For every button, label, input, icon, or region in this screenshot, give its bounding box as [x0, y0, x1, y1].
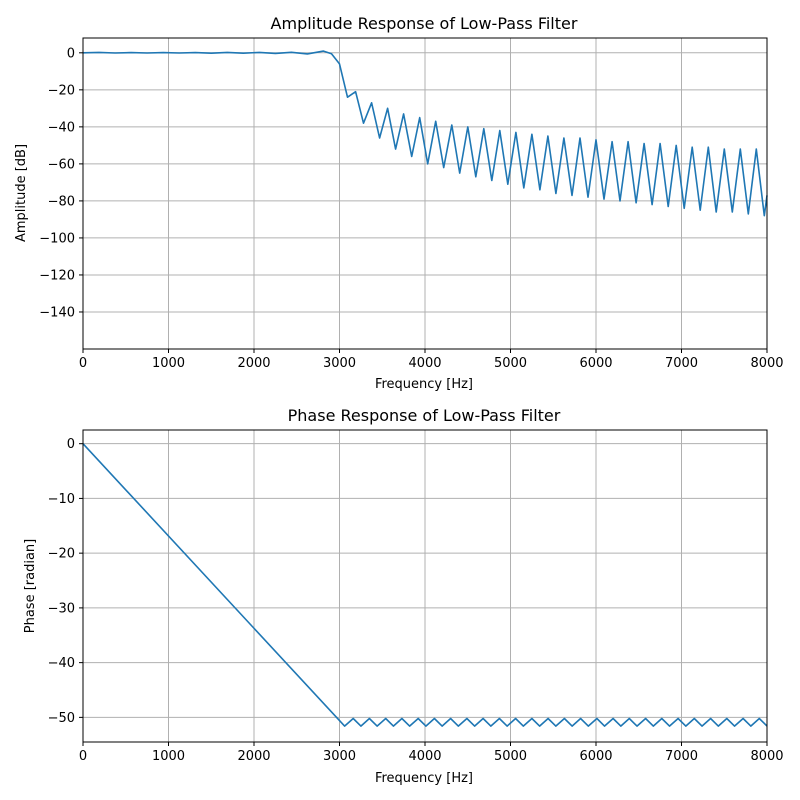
amplitude-y-tick-label: −120 — [39, 268, 75, 283]
phase-grid — [82, 430, 768, 742]
phase-x-tick-label: 4000 — [408, 749, 441, 764]
amplitude-x-tick-label: 1000 — [152, 356, 185, 371]
amplitude-y-axis-label: Amplitude [dB] — [14, 144, 29, 242]
amplitude-y-tick-label: −60 — [48, 157, 75, 172]
phase-x-tick-label: 8000 — [750, 749, 783, 764]
amplitude-y-tick-label: −80 — [48, 194, 75, 209]
amplitude-x-tick-label: 8000 — [750, 356, 783, 371]
amplitude-y-tick-label: −100 — [39, 231, 75, 246]
phase-chart: Phase Response of Low-Pass Filter Freque… — [23, 406, 784, 786]
amplitude-y-tick-label: −140 — [39, 305, 75, 320]
phase-chart-title: Phase Response of Low-Pass Filter — [288, 406, 561, 425]
amplitude-x-tick-label: 7000 — [665, 356, 698, 371]
amplitude-grid — [82, 38, 768, 349]
amplitude-chart: Amplitude Response of Low-Pass Filter Fr… — [14, 14, 784, 392]
phase-y-axis-label: Phase [radian] — [23, 539, 38, 633]
phase-x-tick-label: 6000 — [579, 749, 612, 764]
amplitude-chart-title: Amplitude Response of Low-Pass Filter — [271, 14, 578, 33]
phase-x-tick-label: 5000 — [494, 749, 527, 764]
amplitude-ticks: 0 1000 2000 3000 4000 5000 6000 7000 8000 0 −20 −40… — [39, 46, 783, 371]
phase-ticks: 0 1000 2000 3000 4000 5000 6000 7000 8000 0 −10 −20… — [48, 437, 784, 764]
phase-series-line — [82, 443, 768, 727]
amplitude-x-tick-label: 3000 — [323, 356, 356, 371]
amplitude-y-tick-label: −40 — [48, 120, 75, 135]
amplitude-plot-frame — [82, 37, 768, 350]
phase-x-tick-label: 0 — [79, 749, 87, 764]
phase-y-tick-label: −30 — [48, 601, 75, 616]
phase-y-tick-label: −20 — [48, 547, 75, 562]
phase-x-axis-label: Frequency [Hz] — [375, 771, 473, 786]
amplitude-series-line — [82, 50, 768, 217]
phase-x-tick-label: 1000 — [152, 749, 185, 764]
phase-series — [82, 443, 768, 727]
amplitude-y-tick-label: −20 — [48, 83, 75, 98]
amplitude-x-tick-label: 2000 — [237, 356, 270, 371]
amplitude-x-tick-label: 5000 — [494, 356, 527, 371]
phase-plot-frame — [82, 429, 768, 743]
amplitude-x-tick-label: 6000 — [579, 356, 612, 371]
amplitude-series — [82, 50, 768, 217]
phase-y-tick-label: −10 — [48, 492, 75, 507]
phase-y-tick-label: −40 — [48, 656, 75, 671]
phase-x-tick-label: 3000 — [323, 749, 356, 764]
amplitude-x-axis-label: Frequency [Hz] — [375, 377, 473, 392]
phase-x-tick-label: 7000 — [665, 749, 698, 764]
amplitude-x-tick-label: 4000 — [408, 356, 441, 371]
amplitude-y-tick-label: 0 — [67, 46, 75, 61]
phase-x-tick-label: 2000 — [237, 749, 270, 764]
phase-y-tick-label: 0 — [67, 437, 75, 452]
amplitude-x-tick-label: 0 — [79, 356, 87, 371]
phase-y-tick-label: −50 — [48, 711, 75, 726]
